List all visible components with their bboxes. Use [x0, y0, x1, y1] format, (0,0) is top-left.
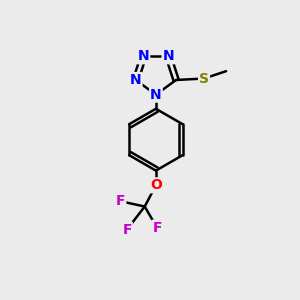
Text: N: N — [150, 88, 162, 102]
Text: N: N — [130, 73, 142, 87]
Text: S: S — [199, 71, 209, 85]
Text: O: O — [150, 178, 162, 192]
Text: F: F — [122, 223, 132, 236]
Text: N: N — [163, 49, 174, 63]
Text: N: N — [138, 49, 149, 63]
Text: F: F — [116, 194, 125, 208]
Text: F: F — [152, 221, 162, 235]
